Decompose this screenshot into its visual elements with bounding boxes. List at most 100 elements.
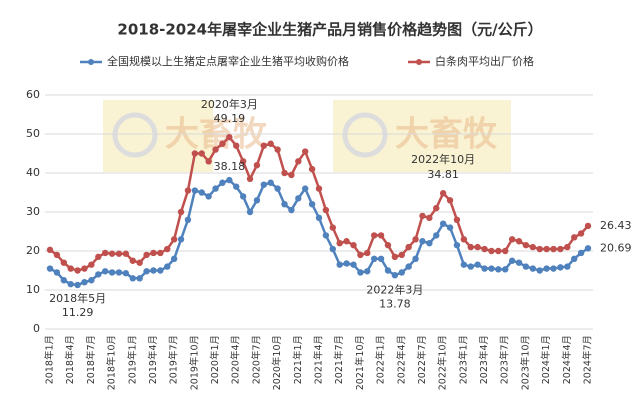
annotation-date: 2022年3月 bbox=[366, 282, 423, 296]
point bbox=[329, 245, 336, 253]
point bbox=[543, 245, 550, 253]
point bbox=[60, 277, 67, 284]
point bbox=[571, 234, 578, 241]
point bbox=[336, 261, 343, 268]
point bbox=[502, 247, 509, 255]
point bbox=[115, 250, 123, 257]
point bbox=[508, 236, 516, 243]
point bbox=[557, 245, 564, 253]
point bbox=[88, 261, 95, 268]
point bbox=[74, 281, 81, 289]
point bbox=[267, 140, 274, 147]
point bbox=[398, 269, 405, 276]
point bbox=[453, 216, 461, 223]
point bbox=[357, 269, 364, 276]
point bbox=[474, 243, 481, 251]
point bbox=[343, 260, 350, 267]
legend-marker bbox=[88, 59, 94, 65]
point bbox=[543, 265, 550, 272]
point bbox=[391, 253, 399, 261]
point bbox=[502, 266, 509, 273]
point bbox=[164, 263, 171, 270]
point bbox=[577, 230, 585, 237]
point bbox=[322, 232, 330, 239]
point bbox=[198, 150, 205, 157]
point bbox=[433, 204, 440, 212]
x-tick-label: 2019年7月 bbox=[168, 335, 180, 384]
annotation-date: 2018年5月 bbox=[49, 291, 106, 305]
point bbox=[419, 238, 426, 245]
x-tick-label: 2020年1月 bbox=[209, 335, 221, 384]
point bbox=[302, 185, 309, 192]
annotation-value: 49.19 bbox=[214, 112, 246, 125]
annotation-value: 13.78 bbox=[379, 297, 411, 310]
annotation-value: 20.69 bbox=[600, 241, 632, 254]
point bbox=[226, 133, 233, 141]
point bbox=[274, 146, 281, 153]
point bbox=[239, 193, 247, 200]
point bbox=[343, 238, 350, 245]
point bbox=[205, 193, 212, 200]
point bbox=[81, 279, 88, 286]
point bbox=[53, 251, 61, 259]
point bbox=[446, 224, 454, 231]
point bbox=[391, 272, 399, 279]
point bbox=[384, 267, 392, 274]
point bbox=[439, 220, 447, 227]
point bbox=[101, 249, 109, 257]
y-tick-label: 50 bbox=[26, 127, 40, 140]
point bbox=[170, 255, 178, 262]
point bbox=[157, 267, 164, 274]
point bbox=[95, 271, 102, 278]
point bbox=[571, 255, 578, 262]
point bbox=[177, 208, 185, 216]
x-tick-label: 2019年10月 bbox=[188, 335, 200, 390]
point bbox=[281, 169, 288, 177]
point bbox=[439, 190, 447, 197]
x-tick-label: 2020年10月 bbox=[271, 335, 283, 390]
point bbox=[577, 249, 585, 257]
point bbox=[398, 251, 405, 259]
legend-label: 白条肉平均出厂价格 bbox=[435, 54, 534, 68]
point bbox=[74, 267, 81, 274]
point bbox=[550, 245, 557, 253]
point bbox=[260, 181, 268, 188]
x-tick-label: 2019年1月 bbox=[126, 335, 138, 384]
point bbox=[364, 268, 371, 275]
point bbox=[481, 265, 488, 272]
point bbox=[143, 268, 150, 275]
point bbox=[405, 243, 412, 251]
point bbox=[260, 142, 268, 149]
x-tick-label: 2022年4月 bbox=[395, 335, 407, 384]
y-tick-label: 30 bbox=[26, 205, 40, 218]
point bbox=[177, 236, 185, 243]
point bbox=[253, 197, 261, 204]
watermark-logo bbox=[342, 112, 388, 158]
x-tick-label: 2019年4月 bbox=[147, 335, 159, 384]
point bbox=[315, 185, 323, 192]
point bbox=[122, 270, 130, 277]
annotation-value: 34.81 bbox=[427, 168, 459, 181]
x-tick-label: 2022年7月 bbox=[416, 335, 428, 384]
y-tick-label: 20 bbox=[26, 244, 40, 257]
point bbox=[108, 250, 116, 257]
point bbox=[529, 265, 537, 272]
x-tick-label: 2023年1月 bbox=[457, 335, 469, 384]
point bbox=[315, 214, 323, 222]
point bbox=[295, 195, 302, 202]
x-tick-label: 2020年4月 bbox=[230, 335, 242, 384]
point bbox=[136, 275, 143, 282]
point bbox=[495, 266, 502, 273]
annotation-date: 2022年10月 bbox=[411, 152, 475, 166]
point bbox=[267, 179, 274, 186]
point bbox=[536, 267, 543, 274]
point bbox=[239, 158, 247, 165]
point bbox=[67, 280, 74, 288]
y-tick-label: 40 bbox=[26, 166, 40, 179]
point bbox=[288, 206, 295, 214]
point bbox=[370, 255, 378, 262]
point bbox=[198, 189, 205, 196]
x-tick-label: 2021年7月 bbox=[333, 335, 345, 384]
point bbox=[46, 265, 54, 272]
point bbox=[88, 277, 95, 284]
